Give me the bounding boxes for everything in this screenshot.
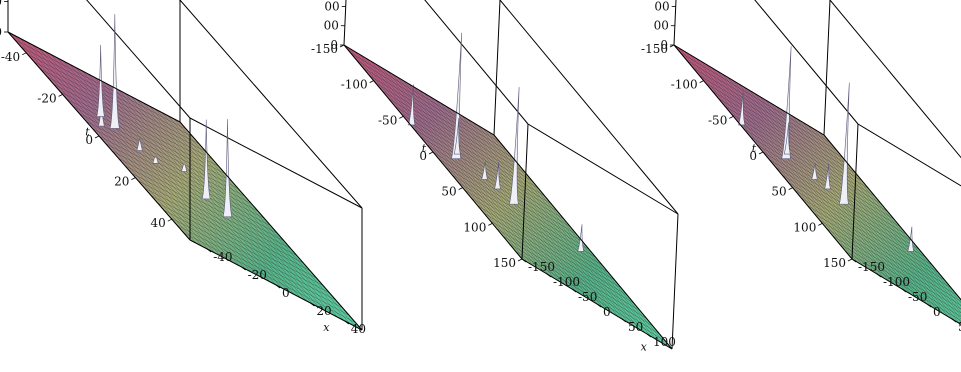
bounding-box-back bbox=[7, 0, 363, 209]
t-tick-label: 50 bbox=[441, 185, 456, 199]
peak-7 bbox=[222, 119, 233, 218]
t-tick-label: -50 bbox=[708, 113, 727, 127]
z-axis: 0000000300400500600 bbox=[324, 0, 346, 52]
x-axis-label: x bbox=[323, 321, 330, 334]
t-axis-label: t bbox=[752, 142, 757, 155]
t-tick-label: -100 bbox=[671, 78, 698, 92]
surface-mesh bbox=[349, 48, 667, 346]
x-tick-label: -100 bbox=[553, 275, 580, 289]
x-tick-label: -40 bbox=[213, 250, 232, 264]
x-tick-label: -150 bbox=[528, 260, 555, 274]
x-tick-label: 50 bbox=[628, 320, 643, 334]
z-tick-label: 00 bbox=[654, 19, 669, 33]
t-tick-label: -50 bbox=[378, 113, 397, 127]
peaks bbox=[96, 14, 233, 218]
surface-plot-2: 0000000300400500600-150-100-50050100150t… bbox=[311, 0, 679, 354]
surface-plot-3: 0000000300400500600-150-100-50050100150t… bbox=[641, 0, 961, 334]
t-tick-label: 150 bbox=[493, 256, 516, 270]
x-tick-label: 0 bbox=[282, 286, 290, 300]
x-axis: -150-100-50 0 50 100 x bbox=[521, 258, 676, 354]
t-axis-label: t bbox=[85, 126, 90, 139]
x-tick-label: 40 bbox=[351, 322, 366, 336]
z-tick-label: 000 bbox=[0, 0, 2, 9]
t-tick-label: -40 bbox=[1, 50, 20, 64]
peak-5 bbox=[494, 161, 501, 190]
x-tick-label: 0 bbox=[933, 305, 941, 319]
x-axis: -40 -20 0 20 40 x bbox=[206, 248, 366, 336]
peak-1 bbox=[738, 91, 746, 126]
x-tick-label: -50 bbox=[578, 290, 597, 304]
peak-2 bbox=[450, 32, 463, 160]
peak-7 bbox=[577, 224, 585, 252]
t-tick-label: 20 bbox=[114, 175, 129, 189]
x-tick-label: -100 bbox=[883, 275, 910, 289]
t-tick-label: 150 bbox=[823, 256, 846, 270]
peak-8 bbox=[181, 163, 188, 172]
t-axis: -150 -100 -50 0 50 100 150 t bbox=[311, 42, 523, 270]
z-axis: 0000200030004000 bbox=[0, 0, 8, 39]
t-tick-label: 0 bbox=[85, 133, 93, 147]
peak-4 bbox=[136, 138, 143, 151]
peak-4 bbox=[481, 161, 488, 180]
x-tick-label: 50 bbox=[958, 320, 961, 334]
t-tick-label: -150 bbox=[641, 42, 668, 56]
t-tick-label: -20 bbox=[37, 91, 56, 105]
peak-3 bbox=[109, 14, 121, 129]
peak-6 bbox=[838, 82, 850, 205]
x-tick-label: -50 bbox=[908, 290, 927, 304]
t-tick-label: 50 bbox=[771, 185, 786, 199]
x-tick-label: -150 bbox=[858, 260, 885, 274]
z-tick-label: 0 bbox=[0, 25, 2, 39]
t-axis: -40 -20 0 20 40 t bbox=[1, 50, 172, 230]
peak-6 bbox=[201, 119, 211, 200]
peak-3 bbox=[453, 118, 461, 155]
x-axis-label: x bbox=[641, 341, 648, 354]
t-tick-label: 100 bbox=[793, 220, 816, 234]
z-tick-label: 00 bbox=[654, 0, 669, 13]
t-axis-label: t bbox=[422, 142, 427, 155]
peak-5 bbox=[824, 164, 831, 190]
z-tick-label: 0 bbox=[660, 38, 668, 52]
t-tick-label: -150 bbox=[311, 42, 338, 56]
peak-5 bbox=[152, 156, 159, 164]
z-tick-label: 00 bbox=[324, 0, 339, 13]
x-tick-label: 20 bbox=[316, 304, 331, 318]
peak-3 bbox=[783, 122, 791, 155]
x-tick-label: 100 bbox=[653, 335, 676, 349]
x-tick-label: -20 bbox=[248, 268, 267, 282]
peak-1 bbox=[408, 84, 416, 126]
bounding-box-back bbox=[673, 0, 961, 187]
t-tick-label: 0 bbox=[749, 149, 757, 163]
peak-6 bbox=[508, 87, 520, 205]
t-tick-label: 100 bbox=[463, 220, 486, 234]
z-axis: 0000000300400500600 bbox=[654, 0, 676, 52]
t-tick-label: 0 bbox=[419, 149, 427, 163]
t-axis: -150 -100 -50 0 50 100 150 t bbox=[641, 42, 853, 270]
z-tick-label: 00 bbox=[324, 19, 339, 33]
z-tick-label: 0 bbox=[330, 38, 338, 52]
t-tick-label: -100 bbox=[341, 78, 368, 92]
bounding-box-back bbox=[343, 0, 679, 215]
peak-4 bbox=[811, 163, 818, 180]
surface-mesh bbox=[13, 35, 357, 327]
x-tick-label: 0 bbox=[603, 305, 611, 319]
peaks bbox=[408, 32, 585, 252]
t-tick-label: 40 bbox=[151, 216, 166, 230]
